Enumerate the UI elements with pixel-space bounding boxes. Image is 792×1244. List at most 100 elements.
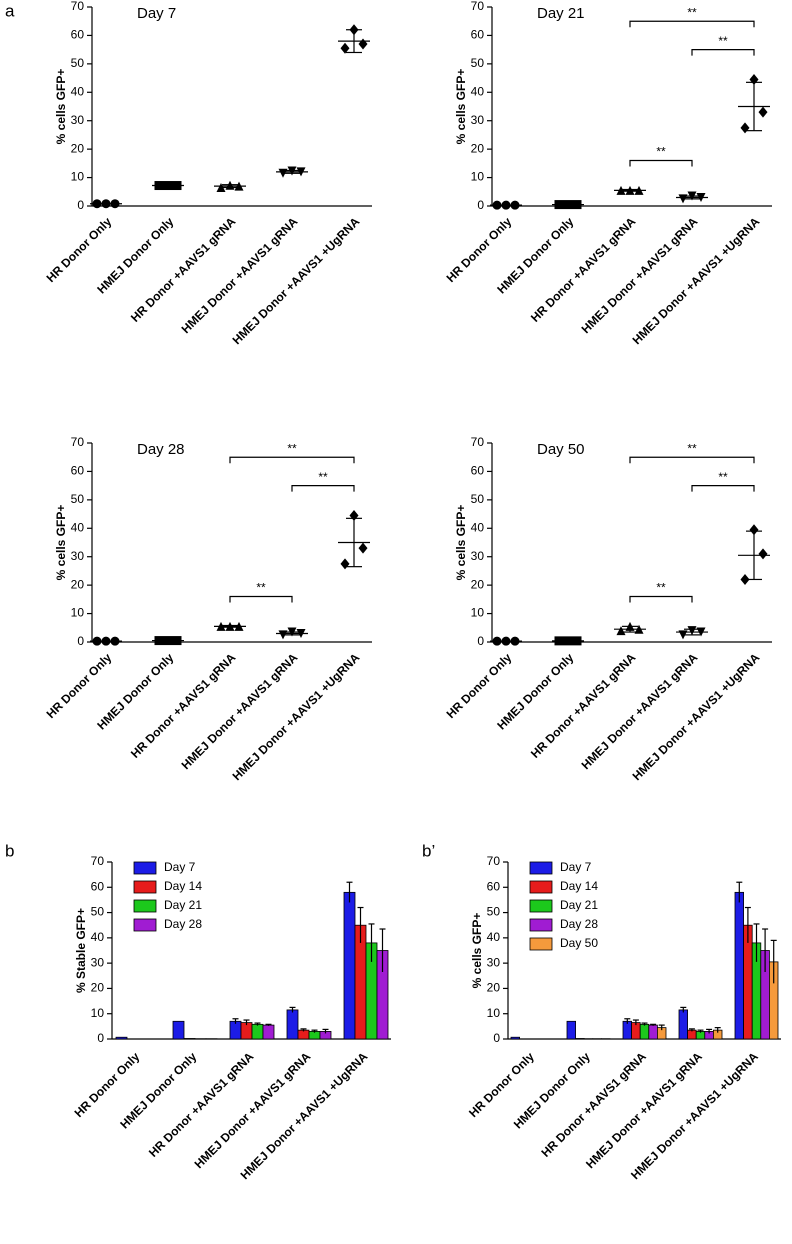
significance-label: **	[687, 441, 697, 455]
bar	[575, 1038, 585, 1040]
point	[749, 524, 759, 536]
y-tick-label: 40	[71, 84, 85, 98]
y-tick-label: 10	[71, 606, 85, 620]
y-tick-label: 30	[487, 955, 501, 969]
y-axis-label: % cells GFP+	[454, 505, 468, 581]
legend-label: Day 7	[560, 860, 592, 874]
y-tick-label: 20	[487, 981, 501, 995]
significance-bracket	[229, 456, 355, 464]
y-tick-label: 50	[471, 56, 485, 70]
panel-label: b’	[422, 841, 435, 860]
x-tick-label: HR Donor +AAVS1 gRNA	[146, 1049, 257, 1160]
significance-label: **	[656, 581, 666, 595]
significance-bracket	[229, 595, 293, 603]
y-tick-label: 70	[471, 435, 485, 449]
legend-swatch	[133, 880, 157, 894]
legend-label: Day 28	[560, 917, 598, 931]
x-tick-label: HR Donor Only	[44, 650, 115, 721]
x-tick-label: HMEJ Donor +AAVS1 +UgRNA	[630, 650, 763, 783]
x-tick-label: HMEJ Donor +AAVS1 gRNA	[583, 1049, 705, 1171]
y-tick-label: 30	[71, 549, 85, 563]
point	[758, 106, 768, 118]
significance-bracket	[691, 485, 755, 492]
x-tick-label: HMEJ Donor +AAVS1 +UgRNA	[238, 1049, 371, 1182]
x-tick-label: HMEJ Donor +AAVS1 +UgRNA	[630, 214, 763, 347]
y-tick-label: 70	[71, 0, 85, 13]
legend-swatch	[529, 937, 553, 951]
significance-label: **	[687, 5, 697, 19]
y-tick-label: 20	[471, 141, 485, 155]
y-axis-label: % cells GFP+	[470, 913, 484, 989]
y-tick-label: 10	[471, 170, 485, 184]
y-tick-label: 30	[71, 113, 85, 127]
legend-swatch	[529, 880, 553, 894]
bar	[687, 1029, 697, 1040]
legend-label: Day 14	[164, 879, 202, 893]
x-tick-label: HMEJ Donor +AAVS1 gRNA	[579, 214, 701, 336]
y-tick-label: 30	[471, 549, 485, 563]
point	[740, 573, 750, 585]
x-tick-label: HMEJ Donor +AAVS1 +UgRNA	[230, 650, 363, 783]
legend-label: Day 14	[560, 879, 598, 893]
x-tick-label: HR Donor +AAVS1 gRNA	[528, 650, 639, 761]
bar	[172, 1020, 185, 1040]
significance-bracket	[629, 20, 755, 28]
legend-label: Day 21	[560, 898, 598, 912]
bar	[734, 891, 745, 1040]
bar	[229, 1020, 242, 1040]
legend-label: Day 21	[164, 898, 202, 912]
bar	[566, 1020, 577, 1040]
legend-label: Day 50	[560, 936, 598, 950]
y-tick-label: 10	[487, 1006, 501, 1020]
y-tick-label: 20	[91, 981, 105, 995]
x-tick-label: HMEJ Donor +AAVS1 gRNA	[179, 214, 301, 336]
y-tick-label: 20	[71, 141, 85, 155]
panel-label: b	[5, 841, 14, 860]
legend-label: Day 28	[164, 917, 202, 931]
bar	[297, 1029, 310, 1040]
y-tick-label: 40	[487, 930, 501, 944]
chart-title: Day 50	[537, 441, 585, 458]
y-tick-label: 0	[477, 198, 484, 212]
significance-bracket	[629, 456, 755, 464]
significance-bracket	[291, 485, 355, 492]
x-tick-label: HMEJ Donor +AAVS1 +UgRNA	[230, 214, 363, 347]
chart-title: Day 21	[537, 5, 585, 22]
y-tick-label: 60	[487, 879, 501, 893]
y-tick-label: 40	[91, 930, 105, 944]
bar	[639, 1023, 650, 1040]
significance-label: **	[256, 581, 266, 595]
y-tick-label: 10	[91, 1006, 105, 1020]
y-tick-label: 10	[471, 606, 485, 620]
y-axis-label: % Stable GFP+	[74, 908, 88, 993]
x-tick-label: HR Donor +AAVS1 gRNA	[528, 214, 639, 325]
significance-label: **	[287, 441, 297, 455]
bar	[622, 1020, 633, 1040]
x-tick-label: HR Donor +AAVS1 gRNA	[128, 650, 239, 761]
y-tick-label: 0	[477, 634, 484, 648]
y-tick-label: 40	[471, 84, 485, 98]
y-tick-label: 10	[71, 170, 85, 184]
x-tick-label: HR Donor Only	[444, 650, 515, 721]
y-tick-label: 60	[471, 28, 485, 42]
bar	[678, 1009, 689, 1040]
bar	[343, 891, 356, 1040]
significance-label: **	[318, 470, 328, 484]
y-tick-label: 70	[71, 435, 85, 449]
y-axis-label: % cells GFP+	[54, 69, 68, 145]
point	[616, 626, 626, 636]
chart-title: Day 7	[137, 5, 176, 22]
point	[358, 38, 368, 50]
x-tick-label: HR Donor Only	[444, 214, 515, 285]
bar	[183, 1038, 196, 1040]
y-tick-label: 0	[77, 198, 84, 212]
chart-title: Day 28	[137, 441, 185, 458]
y-tick-label: 30	[471, 113, 485, 127]
x-tick-label: HR Donor +AAVS1 gRNA	[128, 214, 239, 325]
significance-bracket	[629, 595, 693, 603]
x-tick-label: HR Donor +AAVS1 gRNA	[538, 1049, 649, 1160]
legend-swatch	[529, 899, 553, 913]
y-tick-label: 70	[487, 854, 501, 868]
y-tick-label: 60	[71, 464, 85, 478]
y-tick-label: 50	[487, 905, 501, 919]
